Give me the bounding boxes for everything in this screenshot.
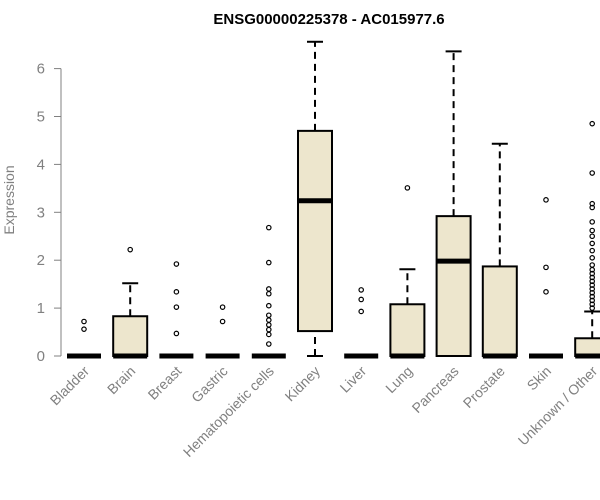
x-tick-label: Bladder: [47, 363, 93, 409]
chart-title: ENSG00000225378 - AC015977.6: [213, 11, 444, 28]
box-liver: [344, 287, 379, 359]
outlier-point: [543, 197, 549, 203]
x-tick-label: Brain: [104, 363, 138, 397]
y-axis-label: Expression: [1, 165, 17, 234]
outlier-point: [173, 261, 180, 267]
x-tick-label: Prostate: [460, 363, 508, 411]
y-tick-label: 6: [37, 61, 45, 78]
outlier-point: [265, 286, 272, 292]
outlier-point: [589, 255, 596, 261]
x-tick-label: Liver: [337, 363, 370, 396]
x-tick-label: Hematopoietic cells: [180, 363, 277, 460]
box-skin: [529, 197, 563, 359]
outlier-point: [81, 318, 87, 325]
box-lung: [389, 185, 426, 359]
outlier-point: [265, 259, 272, 266]
outlier-point: [173, 304, 180, 310]
box-iqr: [435, 215, 472, 357]
box-prostate: [481, 142, 518, 359]
outlier-point: [358, 296, 365, 303]
outlier-point: [127, 246, 134, 253]
box-iqr: [574, 337, 600, 358]
outlier-point: [543, 289, 549, 295]
y-tick-label: 1: [37, 300, 45, 317]
box-gastric: [205, 304, 240, 359]
outlier-point: [589, 240, 596, 247]
outlier-point: [358, 287, 365, 293]
x-tick-label: Skin: [524, 363, 555, 394]
y-tick-label: 3: [37, 204, 45, 221]
x-tick-label: Kidney: [282, 363, 324, 405]
outlier-point: [81, 326, 87, 332]
outlier-point: [589, 200, 596, 207]
boxes-group: [67, 40, 600, 359]
outlier-point: [589, 120, 596, 127]
outlier-point: [589, 219, 596, 225]
outlier-point: [173, 330, 180, 337]
box-iqr: [112, 315, 149, 358]
box-iqr: [481, 265, 518, 357]
box-bladder: [67, 318, 101, 359]
box-unknown-other: [574, 120, 600, 359]
y-tick-label: 4: [37, 156, 45, 173]
outlier-point: [265, 331, 272, 338]
outlier-point: [404, 185, 411, 191]
box-hematopoietic-cells: [251, 224, 286, 359]
x-tick-label: Breast: [145, 363, 185, 403]
outlier-point: [265, 290, 272, 297]
box-iqr: [297, 129, 333, 333]
x-tick-label: Gastric: [188, 363, 231, 406]
outlier-point: [589, 247, 596, 254]
outlier-point: [265, 322, 272, 328]
outlier-point: [589, 170, 596, 176]
outlier-point: [543, 264, 549, 271]
outlier-point: [589, 227, 596, 234]
x-tick-label: Unknown / Other: [515, 363, 600, 449]
y-tick-label: 5: [37, 109, 45, 126]
outlier-point: [265, 224, 272, 231]
box-kidney: [297, 40, 333, 357]
outlier-point: [265, 317, 272, 323]
box-iqr: [389, 303, 426, 358]
box-brain: [112, 246, 149, 359]
outlier-point: [589, 262, 596, 268]
y-tick-label: 2: [37, 252, 45, 269]
outlier-point: [219, 304, 226, 310]
outlier-point: [173, 289, 180, 295]
x-tick-label: Pancreas: [409, 363, 462, 416]
y-tick-label: 0: [37, 348, 45, 365]
x-tick-label: Lung: [382, 363, 415, 396]
box-pancreas: [435, 50, 472, 357]
outlier-point: [265, 312, 272, 319]
outlier-point: [219, 318, 226, 325]
box-breast: [159, 261, 194, 359]
outlier-point: [265, 326, 272, 333]
outlier-point: [265, 341, 272, 347]
outlier-point: [589, 233, 596, 240]
y-axis: 0 1 2 3 4 5 6: [37, 61, 62, 365]
outlier-point: [265, 302, 272, 309]
outlier-point: [358, 308, 365, 315]
